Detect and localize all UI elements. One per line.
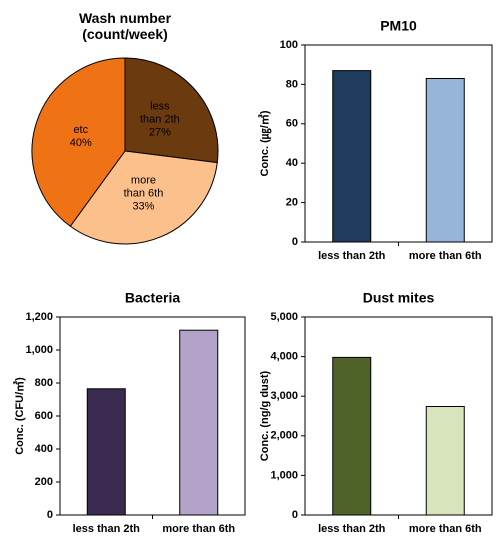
y-tick-label: 1,000: [25, 344, 53, 356]
slice-value: 40%: [69, 136, 92, 149]
y-axis-label: Conc. (CFU/㎥): [12, 377, 26, 455]
slice-label: less than 2th 27%: [138, 101, 182, 140]
y-tick-label: 600: [35, 410, 53, 422]
y-tick-label: 0: [292, 509, 298, 521]
pie-slice: [124, 57, 219, 164]
y-tick-label: 3,000: [270, 390, 298, 402]
y-tick-label: 20: [286, 197, 298, 209]
bar: [179, 329, 219, 516]
y-tick-label: 80: [286, 78, 298, 90]
y-tick-label: 1,200: [25, 311, 53, 323]
x-tick-label: less than 2th: [318, 523, 386, 535]
y-axis-label: Conc. (㎍/㎥): [257, 110, 272, 176]
x-tick-label: less than 2th: [73, 523, 141, 535]
bar: [425, 77, 465, 243]
y-tick-label: 40: [286, 157, 298, 169]
x-tick-label: more than 6th: [409, 523, 482, 535]
slice-label: more than 6th 33%: [121, 174, 165, 213]
pie-slice: [31, 57, 126, 227]
slice-value: 33%: [132, 200, 155, 213]
bar: [332, 70, 372, 243]
y-tick-label: 1,000: [270, 469, 298, 481]
slice-value: 27%: [148, 126, 171, 139]
bar: [425, 405, 465, 516]
bar: [332, 356, 372, 516]
plot-frame: [59, 316, 246, 516]
chart-title: Bacteria: [125, 290, 180, 306]
pie-slice: [69, 150, 218, 245]
chart-title: Dust mites: [363, 290, 435, 306]
pie-title: Wash number (count/week): [78, 10, 172, 42]
slice-category: less than 2th: [139, 100, 180, 126]
x-tick-label: less than 2th: [318, 250, 386, 262]
x-tick-label: more than 6th: [409, 250, 482, 262]
y-tick-label: 4,000: [270, 351, 298, 363]
slice-category: etc: [73, 123, 89, 136]
y-tick-label: 5,000: [270, 311, 298, 323]
x-tick-label: more than 6th: [162, 523, 235, 535]
y-tick-label: 100: [280, 39, 298, 51]
slice-category: more than 6th: [123, 174, 164, 200]
y-tick-label: 200: [35, 476, 53, 488]
y-tick-label: 2,000: [270, 430, 298, 442]
chart-title: PM10: [380, 18, 417, 34]
y-tick-label: 0: [292, 236, 298, 248]
plot-frame: [304, 44, 493, 243]
y-axis-label: Conc. (ng/g dust): [259, 370, 271, 461]
y-tick-label: 60: [286, 118, 298, 130]
slice-label: etc 40%: [59, 124, 103, 150]
bar: [86, 388, 126, 516]
y-tick-label: 0: [47, 509, 53, 521]
plot-frame: [304, 316, 493, 516]
y-tick-label: 800: [35, 377, 53, 389]
y-tick-label: 400: [35, 443, 53, 455]
